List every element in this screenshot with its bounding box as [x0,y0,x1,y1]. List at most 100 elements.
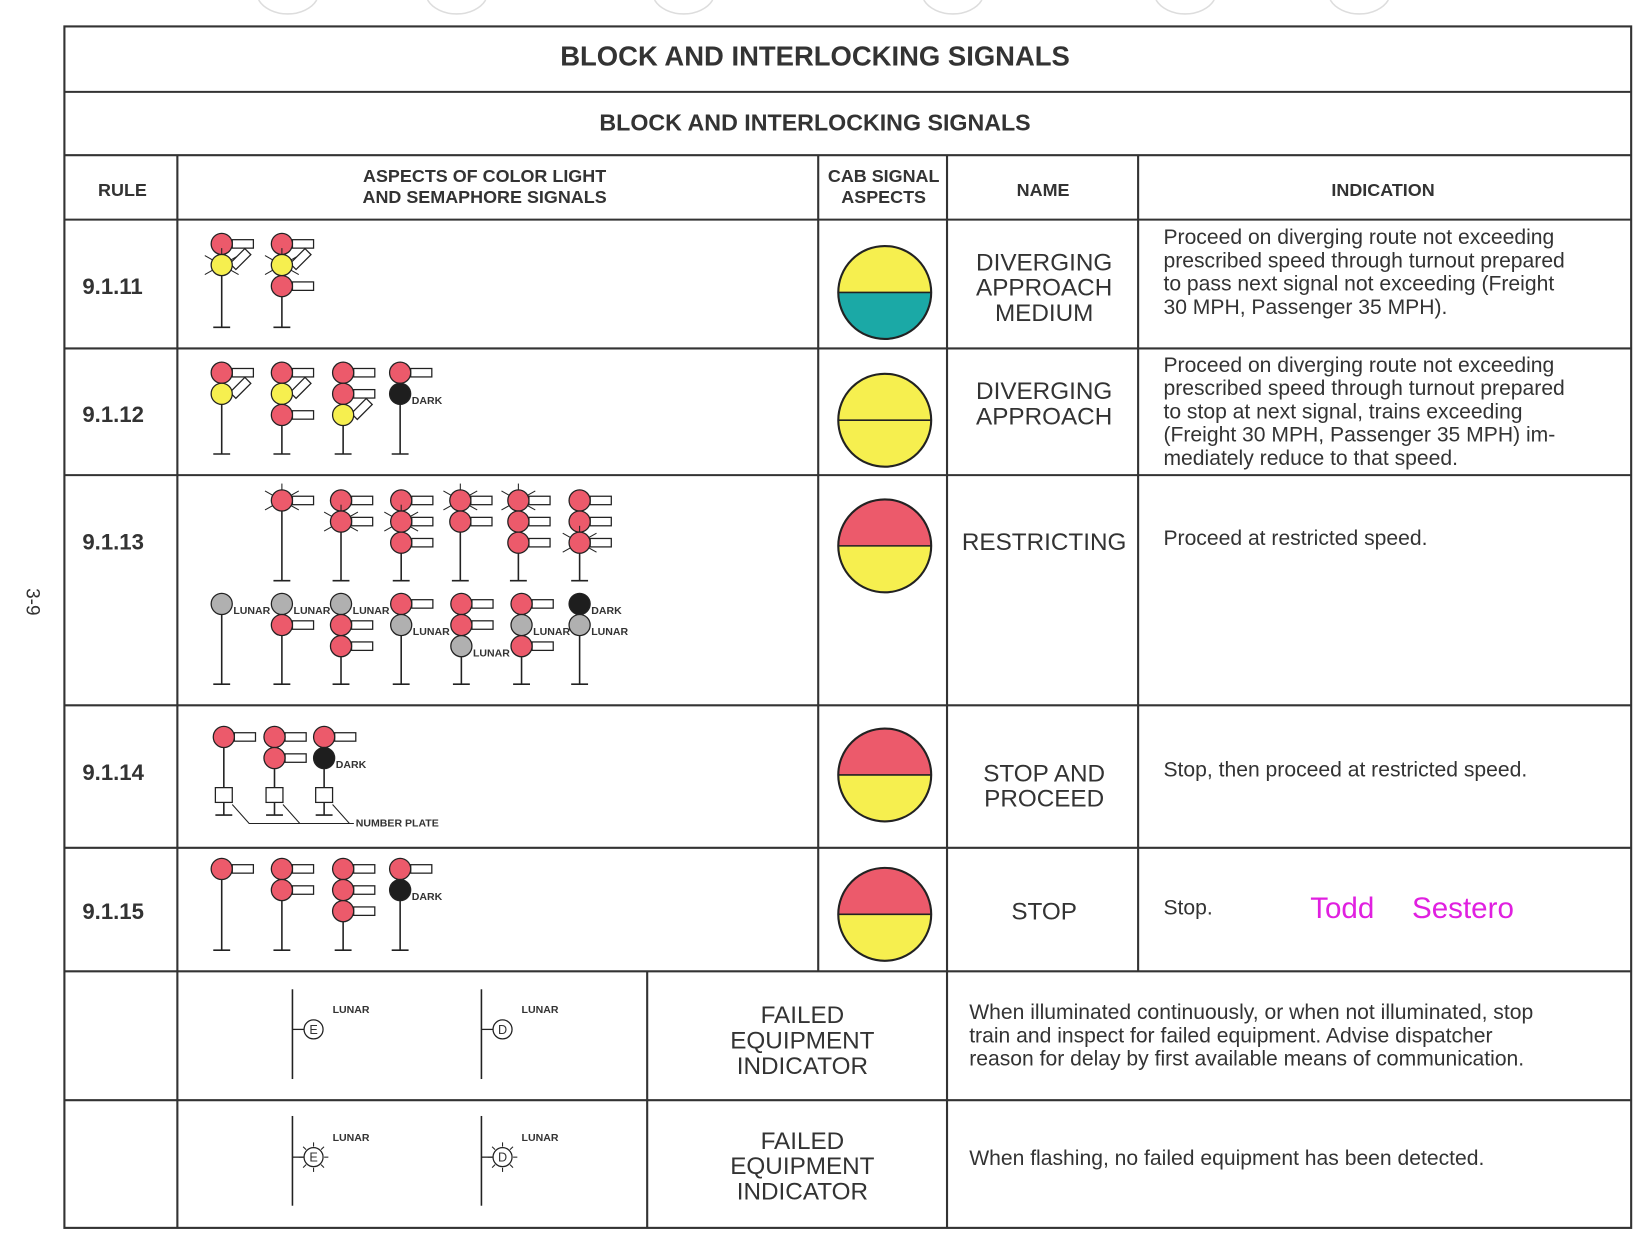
signal-head [263,725,286,749]
signal-arm [291,495,315,506]
signal-head [510,613,533,637]
aspect-label: E [309,1151,317,1165]
signal-head [331,361,355,384]
signal-arm [231,239,255,249]
signal-arm [291,885,315,895]
signal-arm [470,495,493,506]
signal-head [270,592,294,616]
signal-head [388,878,412,902]
signal-arm [291,864,315,874]
signal-head [263,746,286,770]
signal-head [390,510,413,533]
indicator-lamp [492,1019,513,1040]
column-header: ASPECTS [841,187,926,207]
signal-arm [289,247,312,271]
signal-arm [353,864,376,874]
indication: 30 MPH, Passenger 35 MPH). [1163,296,1447,319]
signal-arm [291,620,315,630]
aspect-label: LUNAR [591,626,628,638]
signal-head [507,489,530,512]
signal-arm [284,732,307,742]
cab-aspect-top [838,499,932,546]
signal-head [388,857,412,881]
indication: When illuminated continuously, or when n… [969,1001,1533,1024]
indication: When flashing, no failed equipment has b… [969,1147,1484,1170]
signal-arm [291,239,315,249]
signal-head [568,613,591,637]
signal-arm [471,620,494,630]
signal-head [449,510,472,533]
aspect-name: MEDIUM [995,300,1093,327]
flash-ray [320,1146,325,1151]
aspect-name: APPROACH [976,275,1112,302]
signal-arm [531,599,554,609]
signal-head [390,613,413,637]
signal-arm [411,516,434,527]
signal-head [450,592,473,616]
rule-number: 9.1.15 [82,899,144,924]
signal-head [331,878,355,902]
signal-arm [528,537,551,548]
aspect-name: EQUIPMENT [730,1153,874,1180]
signal-head [329,510,353,533]
signal-head [312,725,336,749]
column-header: AND SEMAPHORE SIGNALS [363,187,607,207]
signal-head [329,592,353,616]
flash-ray [320,1164,325,1168]
signal-arm [350,620,374,630]
signal-head [270,361,294,384]
cab-aspect-top [838,373,932,421]
aspect-label: DARK [336,759,367,771]
rule-number: 9.1.12 [82,402,144,427]
signal-head [270,489,294,512]
signal-arm [589,495,612,506]
aspect-label: D [498,1023,507,1037]
signal-head [270,382,294,406]
signal-head [270,253,294,277]
rule-number: 9.1.11 [82,274,142,299]
cab-aspect-bottom [838,774,932,822]
indication: reason for delay by first available mean… [969,1048,1524,1071]
number-plate [315,786,334,804]
signal-head [210,253,233,277]
aspect-name: STOP AND [983,760,1105,787]
indication: Proceed on diverging route not exceeding [1163,226,1554,249]
aspect-label: LUNAR [353,605,390,617]
flash-ray [302,1164,307,1168]
signal-head [507,510,530,533]
column-header: NAME [1017,180,1070,200]
signal-head [270,274,294,298]
indication: mediately reduce to that speed. [1163,447,1458,470]
indication: Stop, then proceed at restricted speed. [1163,758,1527,781]
aspect-label: LUNAR [522,1132,559,1144]
indication: Proceed at restricted speed. [1163,527,1427,550]
signal-arm [284,753,307,763]
signal-head [329,634,353,658]
aspect-label: DARK [412,891,443,903]
aspect-label: LUNAR [294,605,331,617]
signal-head [568,489,591,512]
flash-ray [491,1146,496,1151]
aspect-name: DIVERGING [976,378,1112,405]
cab-aspect-top [838,867,932,915]
signal-head [331,403,355,427]
aspect-name: FAILED [761,1128,845,1155]
signal-arm [471,599,494,609]
indicator-lamp [492,1147,513,1168]
signal-head [388,382,412,406]
signal-head [270,878,294,902]
signal-head [331,899,355,923]
rule-number: 9.1.13 [82,530,144,555]
signal-head [329,613,353,637]
cab-aspect-top [838,246,932,293]
aspect-label: LUNAR [413,626,450,638]
column-header: INDICATION [1331,180,1434,200]
signal-arm [334,732,357,742]
signal-head [270,857,294,881]
aspect-label: E [309,1023,317,1037]
signal-head [331,382,355,406]
signal-head [568,531,591,554]
aspect-label: LUNAR [233,605,270,617]
